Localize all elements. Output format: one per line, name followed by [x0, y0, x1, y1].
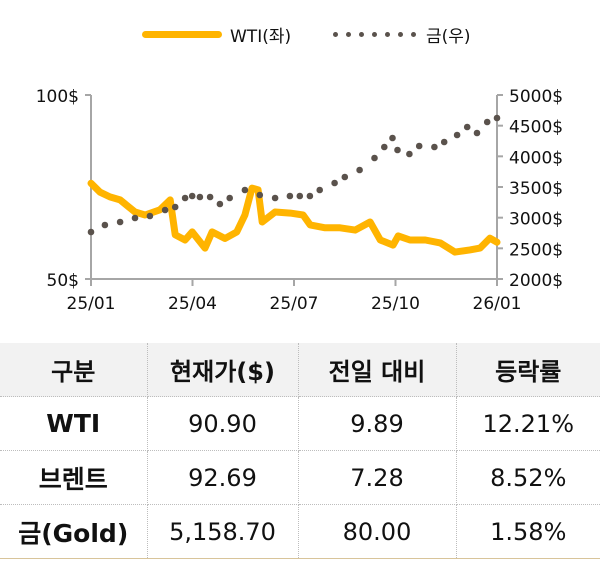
- row-price: 5,158.70: [147, 504, 299, 559]
- header-category: 구분: [0, 343, 148, 397]
- row-change: 7.28: [298, 450, 457, 505]
- svg-text:50$: 50$: [47, 271, 79, 291]
- row-price: 90.90: [147, 396, 299, 451]
- header-current-price: 현재가($): [147, 343, 299, 397]
- header-change-rate: 등락률: [456, 343, 600, 397]
- chart-legend: WTI(좌) 금(우): [0, 22, 600, 58]
- row-change: 9.89: [298, 396, 457, 451]
- svg-text:25/10: 25/10: [371, 294, 420, 314]
- price-table: 구분 현재가($) 전일 대비 등락률 WTI 90.90 9.89 12.21…: [0, 343, 600, 559]
- table-row: 금(Gold) 5,158.70 80.00 1.58%: [0, 504, 600, 559]
- legend-line-swatch: [142, 31, 222, 38]
- row-rate: 1.58%: [456, 504, 600, 559]
- row-change: 80.00: [298, 504, 457, 559]
- svg-text:4500$: 4500$: [509, 118, 563, 138]
- svg-text:3500$: 3500$: [509, 179, 563, 199]
- row-rate: 12.21%: [456, 396, 600, 451]
- legend-label-wti: WTI(좌): [230, 27, 292, 47]
- header-daily-change: 전일 대비: [298, 343, 457, 397]
- svg-text:26/01: 26/01: [473, 294, 522, 314]
- legend-label-gold: 금(우): [426, 27, 471, 47]
- svg-text:5000$: 5000$: [509, 87, 563, 107]
- table-row: WTI 90.90 9.89 12.21%: [0, 396, 600, 451]
- legend-dots-swatch: [333, 32, 416, 37]
- line-chart: 100$ 50$ 5000$ 4500$ 4000$ 3500$ 3000$ 2500$ 200…: [36, 87, 563, 314]
- legend-item-wti: WTI(좌): [142, 22, 291, 47]
- row-rate: 8.52%: [456, 450, 600, 505]
- table-header-row: 구분 현재가($) 전일 대비 등락률: [0, 343, 600, 397]
- row-name: 금(Gold): [0, 504, 148, 559]
- svg-text:100$: 100$: [36, 87, 79, 107]
- chart-axis-labels: 100$ 50$ 5000$ 4500$ 4000$ 3500$ 3000$ 2500$ 200…: [36, 87, 563, 314]
- svg-text:25/01: 25/01: [67, 294, 116, 314]
- svg-text:2500$: 2500$: [509, 240, 563, 260]
- legend-item-gold: 금(우): [333, 22, 471, 47]
- svg-text:2000$: 2000$: [509, 271, 563, 291]
- chart-axes: [85, 94, 503, 286]
- row-price: 92.69: [147, 450, 299, 505]
- table-row: 브렌트 92.69 7.28 8.52%: [0, 450, 600, 505]
- svg-text:25/07: 25/07: [270, 294, 319, 314]
- svg-text:3000$: 3000$: [509, 210, 563, 230]
- svg-text:4000$: 4000$: [509, 148, 563, 168]
- row-name: WTI: [0, 396, 148, 451]
- svg-text:25/04: 25/04: [168, 294, 217, 314]
- chart-series: [87, 114, 501, 256]
- row-name: 브렌트: [0, 450, 148, 505]
